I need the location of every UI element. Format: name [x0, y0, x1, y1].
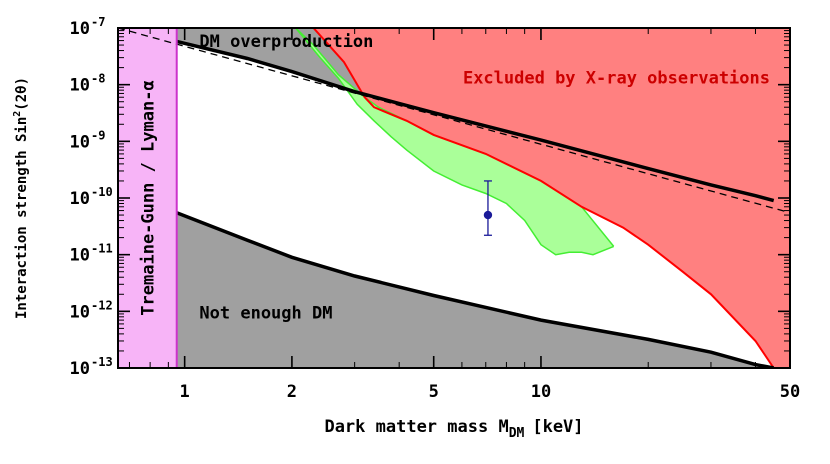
x-tick-label: 50	[780, 382, 800, 402]
x-tick-label: 10	[531, 382, 551, 402]
y-tick-label-exponent: -7	[91, 15, 105, 29]
region-label-not-enough-dm: Not enough DM	[199, 303, 332, 323]
region-green-band	[295, 28, 614, 255]
y-axis-label-superscript: 2	[12, 111, 23, 117]
region-not-enough-dm	[176, 212, 790, 368]
green-band-edge	[295, 28, 614, 256]
y-tick-label-exponent: -13	[91, 355, 113, 369]
x-axis-label-main: Dark matter mass M	[324, 417, 508, 437]
region-label-dm-overproduction: DM overproduction	[199, 32, 373, 52]
y-tick-label-exponent: -8	[91, 72, 105, 86]
y-tick-label: 10	[70, 246, 90, 266]
y-tick-label-exponent: -9	[91, 128, 105, 142]
upper-production-bound-line	[176, 39, 775, 203]
y-axis-label-main: Interaction strength Sin	[14, 117, 30, 319]
region-label-tremaine-gunn: Tremaine-Gunn / Lyman-α	[138, 80, 158, 315]
y-axis-label-tail: (2θ)	[14, 77, 30, 111]
y-tick-label-exponent: -10	[91, 185, 113, 199]
y-tick-label-exponent: -11	[91, 242, 113, 256]
y-tick-label-exponent: -12	[91, 298, 113, 312]
x-tick-label: 1	[180, 382, 190, 402]
y-tick-label: 10	[70, 76, 90, 96]
y-axis-label: Interaction strength Sin2(2θ)	[12, 77, 30, 319]
data-point-marker	[483, 210, 493, 220]
x-axis-label: Dark matter mass MDM [keV]	[324, 417, 583, 441]
lower-production-bound-line	[176, 211, 775, 368]
y-tick-label: 10	[70, 302, 90, 322]
x-axis-label-unit: [keV]	[532, 417, 583, 437]
dashed-line	[118, 28, 790, 214]
x-tick-label: 5	[429, 382, 439, 402]
y-tick-label: 10	[70, 189, 90, 209]
y-tick-label: 10	[70, 359, 90, 379]
y-tick-label: 10	[70, 19, 90, 39]
x-axis-label-subscript: DM	[509, 426, 525, 441]
y-tick-label: 10	[70, 132, 90, 152]
region-label-xray-excluded: Excluded by X-ray observations	[463, 68, 770, 88]
xray-exclusion-line	[312, 28, 775, 368]
x-tick-label: 2	[287, 382, 297, 402]
